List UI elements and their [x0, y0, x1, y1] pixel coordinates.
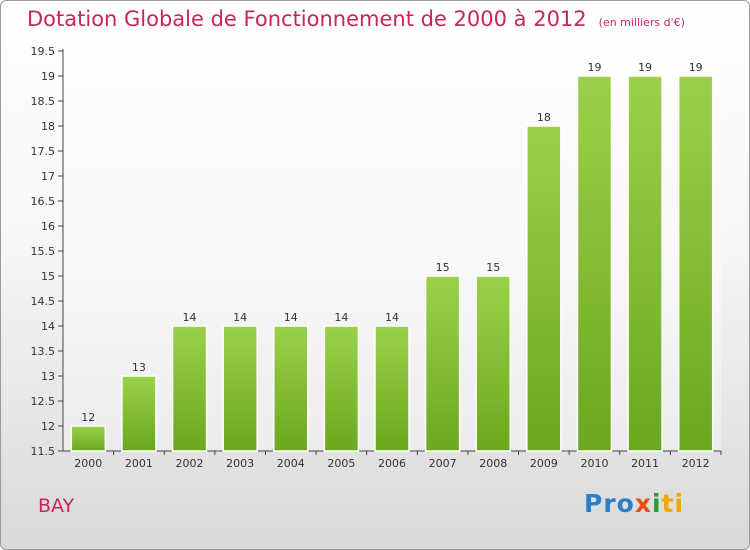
y-tick-label: 17 — [41, 170, 55, 183]
commune-name: BAY — [38, 495, 75, 517]
bar-2005 — [323, 325, 360, 452]
y-tick-label: 14 — [41, 320, 55, 333]
x-tick-label-2009: 2009 — [530, 457, 558, 470]
chart-title: Dotation Globale de Fonctionnement de 20… — [27, 7, 685, 31]
value-label-2006: 14 — [385, 311, 399, 324]
y-tick-label: 12.5 — [31, 395, 56, 408]
logo-part-3: i — [651, 489, 662, 518]
bar-2012 — [677, 75, 714, 452]
value-label-2009: 18 — [537, 111, 551, 124]
value-label-2001: 13 — [132, 361, 146, 374]
logo-part-2: x — [634, 489, 652, 518]
value-label-2011: 19 — [638, 61, 652, 74]
logo-part-4: ti — [661, 489, 685, 518]
bar-2002 — [171, 325, 208, 452]
x-tick-label-2008: 2008 — [479, 457, 507, 470]
logo-part-1: Pro — [584, 489, 635, 518]
y-tick-label: 15 — [41, 270, 55, 283]
y-tick-label: 12 — [41, 420, 55, 433]
bar-2004 — [273, 325, 309, 452]
value-label-2012: 19 — [689, 61, 703, 74]
y-tick-label: 14.5 — [31, 295, 56, 308]
value-label-2005: 14 — [334, 311, 348, 324]
value-label-2010: 19 — [587, 61, 601, 74]
x-tick-label-2000: 2000 — [74, 457, 102, 470]
value-label-2007: 15 — [436, 261, 450, 274]
y-tick-label: 18 — [41, 120, 55, 133]
value-label-2004: 14 — [284, 311, 298, 324]
value-label-2008: 15 — [486, 261, 500, 274]
bar-2000 — [70, 425, 107, 452]
x-tick-label-2006: 2006 — [378, 457, 406, 470]
y-tick-label: 15.5 — [31, 245, 56, 258]
bar-2007 — [424, 275, 461, 452]
bar-2003 — [222, 325, 258, 452]
bar-2001 — [121, 375, 157, 452]
y-tick-label: 16 — [41, 220, 55, 233]
bar-2011 — [627, 75, 663, 452]
y-tick-label: 19 — [41, 70, 55, 83]
x-tick-label-2010: 2010 — [580, 457, 608, 470]
x-tick-label-2007: 2007 — [429, 457, 457, 470]
y-tick-label: 13.5 — [31, 345, 56, 358]
x-tick-label-2005: 2005 — [327, 457, 355, 470]
x-tick-label-2011: 2011 — [631, 457, 659, 470]
bar-2008 — [475, 275, 511, 452]
value-label-2000: 12 — [81, 411, 95, 424]
x-tick-label-2002: 2002 — [176, 457, 204, 470]
value-label-2002: 14 — [183, 311, 197, 324]
bar-2009 — [526, 125, 562, 452]
proxiti-logo[interactable]: Proxiti — [584, 489, 684, 518]
y-tick-label: 11.5 — [31, 445, 56, 458]
y-tick-label: 17.5 — [31, 145, 56, 158]
x-tick-label-2012: 2012 — [682, 457, 710, 470]
x-tick-label-2003: 2003 — [226, 457, 254, 470]
bar-2006 — [374, 325, 410, 452]
x-tick-label-2004: 2004 — [277, 457, 305, 470]
y-tick-label: 13 — [41, 370, 55, 383]
bar-2010 — [576, 75, 613, 452]
x-tick-label-2001: 2001 — [125, 457, 153, 470]
y-tick-label: 19.5 — [31, 45, 56, 58]
y-tick-label: 18.5 — [31, 95, 56, 108]
y-tick-label: 16.5 — [31, 195, 56, 208]
chart-title-text: Dotation Globale de Fonctionnement de 20… — [27, 7, 587, 31]
chart-subtitle: (en milliers d'€) — [598, 16, 685, 29]
value-label-2003: 14 — [233, 311, 247, 324]
